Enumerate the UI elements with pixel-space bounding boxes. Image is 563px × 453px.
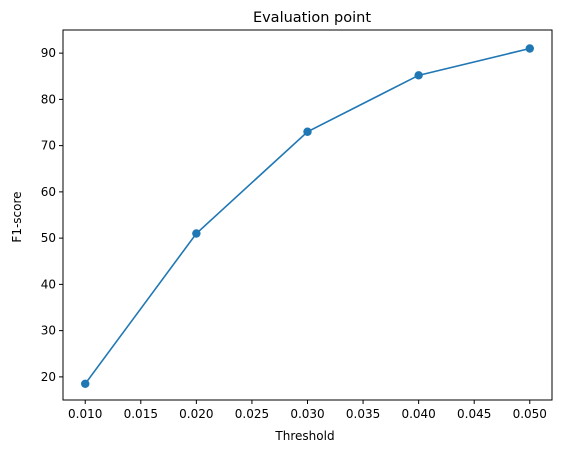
x-tick-label: 0.050 <box>513 407 547 421</box>
axes-frame <box>62 29 553 401</box>
y-tick-label: 30 <box>41 324 56 338</box>
y-tick-label: 40 <box>41 277 56 291</box>
x-tick-label: 0.035 <box>346 407 380 421</box>
y-tick-label: 60 <box>41 185 56 199</box>
x-tick-label: 0.045 <box>457 407 491 421</box>
x-tick-label: 0.030 <box>290 407 324 421</box>
y-tick-label: 20 <box>41 370 56 384</box>
x-tick-label: 0.020 <box>179 407 213 421</box>
series-line <box>84 47 530 385</box>
x-tick-label: 0.040 <box>401 407 435 421</box>
plot-area: 0.010 0.015 0.020 0.025 0.030 0.035 0.040 0.045… <box>41 29 553 421</box>
y-axis-label: F1-score <box>10 191 24 242</box>
chart-title: Evaluation point <box>253 10 371 26</box>
x-tick-label: 0.015 <box>124 407 158 421</box>
y-tick-label: 70 <box>41 139 56 153</box>
data-point <box>303 127 312 136</box>
data-point <box>192 229 201 238</box>
data-point <box>81 379 90 389</box>
x-tick-label: 0.025 <box>235 407 269 421</box>
y-tick-label: 90 <box>41 46 56 60</box>
data-point <box>525 44 534 53</box>
y-tick-label: 50 <box>41 231 56 245</box>
x-axis-label: Threshold <box>274 429 334 443</box>
data-point <box>414 71 423 80</box>
y-tick-label: 80 <box>41 92 56 106</box>
x-tick-label: 0.010 <box>68 407 102 421</box>
